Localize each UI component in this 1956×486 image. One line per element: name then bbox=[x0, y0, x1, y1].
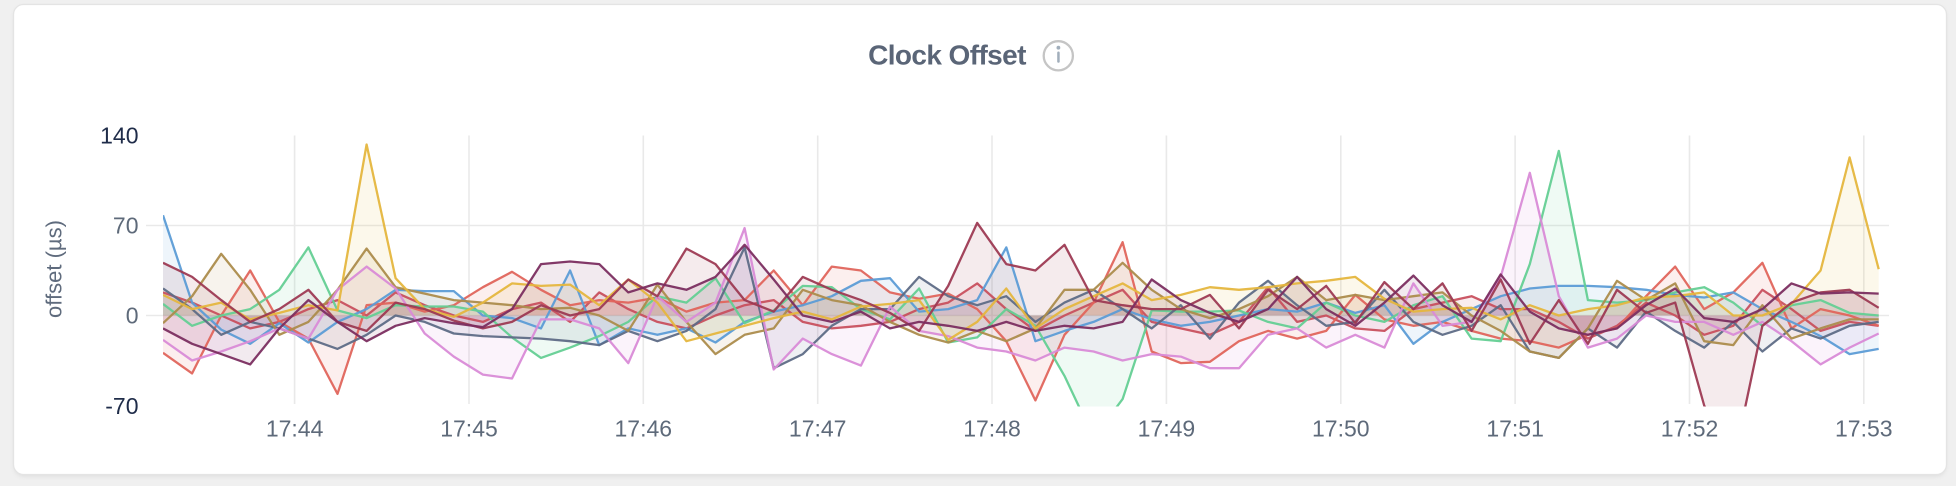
svg-text:-70: -70 bbox=[105, 393, 138, 419]
svg-text:17:45: 17:45 bbox=[440, 416, 498, 442]
svg-text:17:51: 17:51 bbox=[1486, 416, 1544, 442]
svg-text:offset (µs): offset (µs) bbox=[42, 220, 67, 318]
svg-text:70: 70 bbox=[113, 212, 139, 238]
svg-text:17:50: 17:50 bbox=[1312, 416, 1370, 442]
svg-text:140: 140 bbox=[100, 122, 138, 148]
svg-text:17:49: 17:49 bbox=[1138, 416, 1196, 442]
svg-text:17:46: 17:46 bbox=[615, 416, 673, 442]
svg-text:17:53: 17:53 bbox=[1835, 416, 1893, 442]
svg-text:17:52: 17:52 bbox=[1661, 416, 1719, 442]
svg-text:17:48: 17:48 bbox=[963, 416, 1021, 442]
svg-text:17:44: 17:44 bbox=[266, 416, 324, 442]
svg-text:17:47: 17:47 bbox=[789, 416, 847, 442]
svg-text:Clock Offset: Clock Offset bbox=[868, 40, 1026, 71]
svg-text:0: 0 bbox=[126, 303, 139, 329]
